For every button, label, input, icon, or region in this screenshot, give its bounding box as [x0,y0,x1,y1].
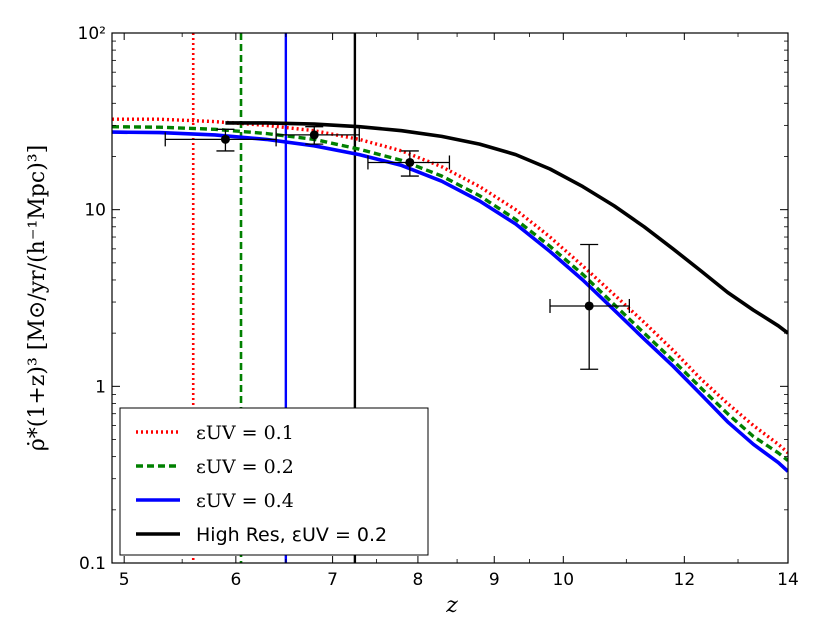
legend-label-1: εUV = 0.1 [196,422,294,444]
x-tick-label-5: 9 [489,570,500,590]
legend-label-4: High Res, εUV = 0.2 [196,524,387,546]
tick-labels: 5 6 7 8 9 10 12 14 0.1 1 10 10² [78,24,799,590]
y-tick-label-4: 10² [78,24,106,44]
x-tick-label-4: 8 [413,570,424,590]
plot-frame [111,32,789,564]
observation-point-4 [549,243,631,370]
x-tick-label-1: 5 [119,570,130,590]
legend-label-3: εUV = 0.4 [196,490,294,512]
legend-item-3: εUV = 0.4 [136,490,294,512]
observation-points [164,126,631,370]
y-axis-label: ρ̇*(1+z)³ [M⊙/yr/(h⁻¹Mpc)³] [25,145,50,451]
legend: εUV = 0.1 εUV = 0.2 εUV = 0.4 High Res, εUV… [119,407,429,556]
legend-item-4: High Res, εUV = 0.2 [136,524,387,546]
x-tick-label-8: 14 [777,570,799,590]
series-line-3 [112,130,788,473]
axis-ticks [112,32,789,564]
series-line-4 [225,121,788,335]
y-tick-label-2: 1 [95,377,106,397]
observation-point-3 [367,150,451,177]
legend-item-1: εUV = 0.1 [136,422,294,444]
x-tick-label-3: 7 [327,570,338,590]
x-tick-label-2: 6 [230,570,241,590]
legend-label-2: εUV = 0.2 [196,456,294,478]
y-tick-label-1: 0.1 [79,554,106,574]
series-lines [112,117,788,473]
x-tick-label-6: 10 [552,570,574,590]
legend-item-2: εUV = 0.2 [136,456,294,478]
series-line-2 [112,125,788,462]
y-tick-label-3: 10 [84,201,106,221]
x-tick-label-7: 12 [674,570,696,590]
observation-point-2 [275,126,360,145]
x-axis-label: z [445,593,458,618]
